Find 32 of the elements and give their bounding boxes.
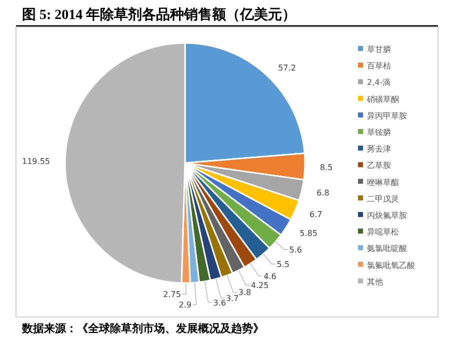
- data-label: 5.85: [300, 228, 318, 238]
- data-label: 3.7: [226, 294, 239, 303]
- legend-label: 异噁草松: [367, 228, 399, 237]
- legend-label: 草铵膦: [367, 128, 391, 137]
- legend-label: 二甲戊灵: [367, 194, 399, 204]
- data-label: 119.55: [22, 157, 50, 166]
- data-label: 3.8: [238, 288, 252, 298]
- legend-label: 硝磺草酮: [366, 94, 399, 104]
- data-label: 6.7: [310, 210, 322, 220]
- legend-label: 异丙甲草胺: [367, 111, 407, 120]
- legend-label: 唑啉草酯: [367, 178, 399, 187]
- legend-label: 莠去津: [367, 144, 391, 154]
- legend-label: 百草枯: [367, 62, 391, 71]
- legend-label: 2,4-滴: [367, 78, 391, 88]
- data-label: 4.25: [250, 281, 269, 290]
- legend-label: 氯氟吡氧乙酸: [367, 260, 415, 270]
- data-label: 3.6: [213, 298, 226, 308]
- data-label: 2.9: [178, 300, 192, 310]
- source-note: 数据来源：《全球除草剂市场、发展概况及趋势》: [21, 322, 264, 335]
- legend-label: 丙炔氟草胺: [367, 211, 407, 220]
- chart-title: 图 5: 2014 年除草剂各品种销售额（亿美元）: [22, 6, 296, 23]
- data-label: 8.5: [320, 162, 333, 172]
- data-label: 5.6: [289, 245, 302, 254]
- data-label: 5.5: [276, 260, 290, 270]
- legend-label: 草甘膦: [367, 45, 391, 54]
- data-label: 2.75: [163, 290, 181, 300]
- legend-label: 其他: [367, 277, 383, 286]
- data-label: 4.6: [264, 272, 276, 281]
- legend-label: 氨氯吡啶酸: [367, 244, 407, 254]
- legend-label: 乙草胺: [367, 161, 391, 170]
- data-label: 57.2: [278, 63, 296, 72]
- data-label: 6.8: [316, 188, 330, 198]
